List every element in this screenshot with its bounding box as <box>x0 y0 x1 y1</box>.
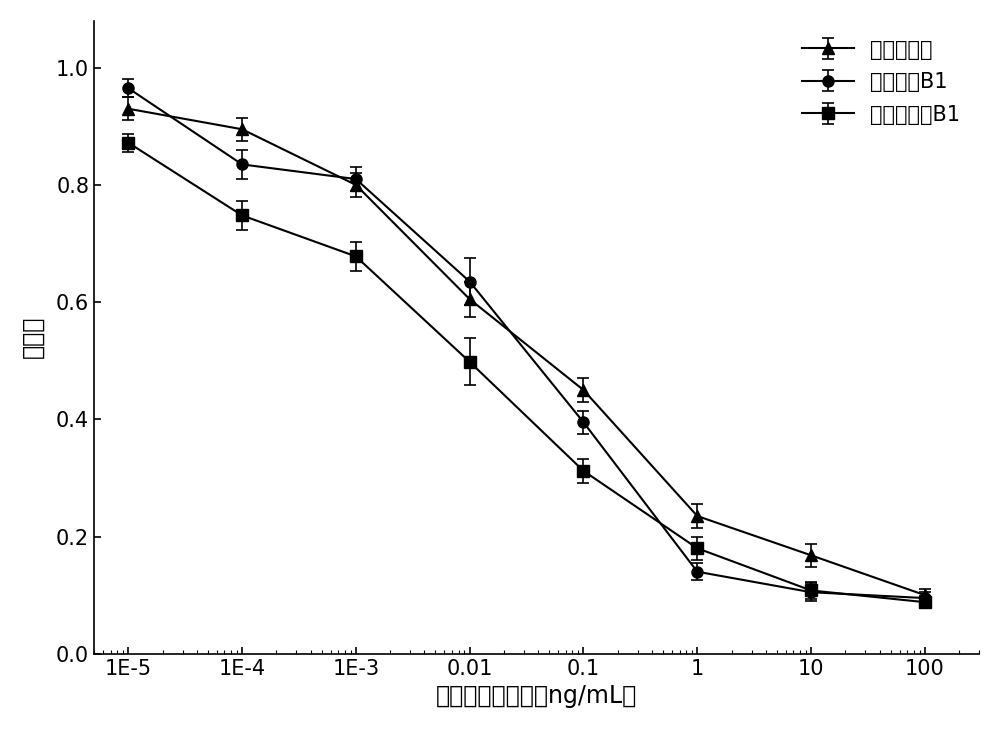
Y-axis label: 抑制率: 抑制率 <box>21 316 45 359</box>
X-axis label: 毒素标准品浓度（ng/mL）: 毒素标准品浓度（ng/mL） <box>436 685 637 708</box>
Legend: 赭曲霉毒素, 伏马毒素B1, 黄曲霉毒素B1: 赭曲霉毒素, 伏马毒素B1, 黄曲霉毒素B1 <box>793 31 969 133</box>
